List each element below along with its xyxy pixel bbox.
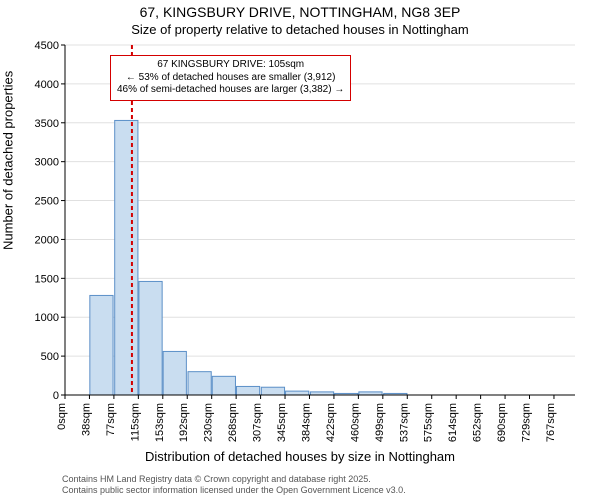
y-tick-label: 4500 — [35, 40, 59, 52]
caption-line2: Contains public sector information licen… — [62, 485, 406, 496]
y-tick-label: 4000 — [35, 79, 59, 91]
histogram-bar — [163, 351, 186, 395]
x-tick-label: 690sqm — [496, 403, 508, 442]
x-tick-label: 537sqm — [398, 403, 410, 442]
x-tick-label: 345sqm — [276, 403, 288, 442]
y-tick-label: 1000 — [35, 312, 59, 324]
x-tick-label: 767sqm — [545, 403, 557, 442]
histogram-bar — [139, 281, 162, 395]
x-tick-label: 499sqm — [374, 403, 386, 442]
histogram-bar — [90, 295, 113, 395]
x-tick-label: 115sqm — [129, 403, 141, 441]
caption-line1: Contains HM Land Registry data © Crown c… — [62, 474, 406, 485]
histogram-bar — [188, 372, 211, 395]
x-tick-label: 153sqm — [154, 403, 166, 442]
histogram-bar — [261, 387, 284, 395]
x-tick-label: 575sqm — [423, 403, 435, 442]
y-tick-label: 0 — [53, 390, 59, 402]
x-tick-label: 268sqm — [227, 403, 239, 442]
y-tick-label: 2000 — [35, 234, 59, 246]
histogram-bar — [286, 391, 309, 395]
annotation-line3: 46% of semi-detached houses are larger (… — [117, 84, 344, 97]
y-tick-label: 3000 — [35, 157, 59, 169]
histogram-bar — [212, 376, 235, 395]
chart-title: 67, KINGSBURY DRIVE, NOTTINGHAM, NG8 3EP — [0, 4, 600, 20]
x-tick-label: 460sqm — [349, 403, 361, 442]
x-tick-label: 0sqm — [56, 403, 68, 430]
y-tick-label: 2500 — [35, 196, 59, 208]
histogram-bar — [115, 120, 138, 395]
x-axis-label: Distribution of detached houses by size … — [0, 449, 600, 464]
histogram-bar — [236, 386, 259, 395]
caption: Contains HM Land Registry data © Crown c… — [62, 474, 406, 497]
x-tick-label: 77sqm — [105, 403, 117, 436]
y-axis-label: Number of detached properties — [1, 71, 16, 250]
x-tick-label: 729sqm — [521, 403, 533, 442]
annotation-line2: ← 53% of detached houses are smaller (3,… — [117, 72, 344, 85]
annotation-line1: 67 KINGSBURY DRIVE: 105sqm — [117, 59, 344, 72]
x-tick-label: 614sqm — [447, 403, 459, 442]
x-tick-label: 38sqm — [80, 403, 92, 436]
x-tick-label: 384sqm — [300, 403, 312, 442]
x-tick-label: 192sqm — [178, 403, 190, 442]
x-tick-label: 652sqm — [472, 403, 484, 442]
x-tick-label: 422sqm — [325, 403, 337, 442]
annotation-box: 67 KINGSBURY DRIVE: 105sqm ← 53% of deta… — [110, 55, 351, 101]
y-tick-label: 1500 — [35, 273, 59, 285]
chart-subtitle: Size of property relative to detached ho… — [0, 22, 600, 37]
x-tick-label: 307sqm — [252, 403, 264, 442]
chart-container: 67, KINGSBURY DRIVE, NOTTINGHAM, NG8 3EP… — [0, 0, 600, 500]
y-tick-label: 3500 — [35, 118, 59, 130]
y-tick-label: 500 — [41, 351, 59, 363]
x-tick-label: 230sqm — [203, 403, 215, 442]
